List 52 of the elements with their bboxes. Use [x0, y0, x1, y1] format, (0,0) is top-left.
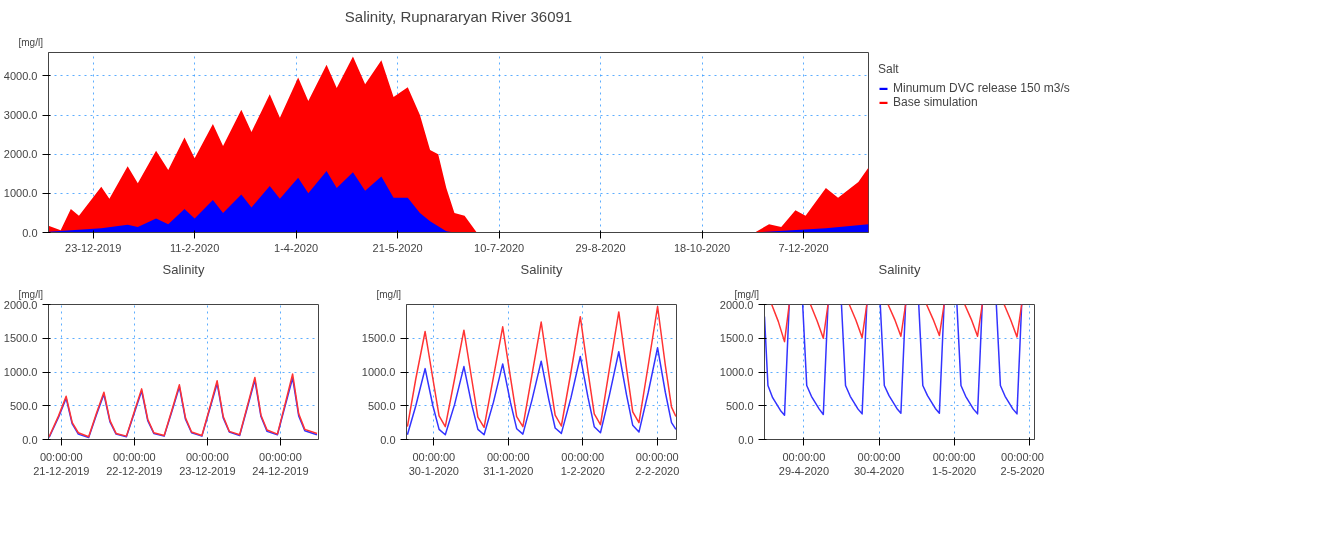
y-tick-label: 0.0 — [22, 226, 38, 239]
y-tick-label: 500.0 — [725, 399, 754, 412]
y-tick-label: 3000.0 — [3, 109, 38, 122]
x-tick-label: 00:00:00 2-2-2020 — [635, 450, 680, 477]
x-tick-label: 11-2-2020 — [169, 241, 220, 254]
y-tick-label: 500.0 — [367, 399, 396, 412]
x-tick-label: 00:00:00 23-12-2019 — [179, 450, 236, 477]
y-tick-label: 1500.0 — [719, 332, 754, 345]
x-tick-label: 00:00:00 1-2-2020 — [560, 450, 605, 477]
y-tick-label: 1000.0 — [719, 366, 754, 378]
x-tick-label: 00:00:00 24-12-2019 — [252, 450, 309, 477]
y-tick-label: 2000.0 — [719, 298, 754, 311]
x-tick-label: 29-8-2020 — [575, 241, 626, 254]
x-tick-label: 00:00:00 22-12-2019 — [106, 450, 163, 477]
legend-label: Minumum DVC release 150 m3/s — [893, 81, 1070, 95]
line-series — [406, 305, 677, 429]
x-tick-label: 18-10-2020 — [673, 241, 731, 254]
x-tick-label: 1-4-2020 — [274, 241, 319, 254]
y-tick-label: 0.0 — [380, 433, 396, 446]
x-tick-label: 00:00:00 30-1-2020 — [408, 450, 459, 477]
x-tick-label: 23-12-2019 — [65, 241, 122, 254]
y-tick-label: 0.0 — [22, 433, 38, 446]
y-tick-label: 0.0 — [738, 433, 754, 446]
legend-title: Salt — [878, 62, 900, 76]
chart-title: Salinity, Rupnararyan River 36091 — [344, 7, 573, 25]
x-tick-label: 00:00:00 31-1-2020 — [483, 450, 534, 477]
line-series — [406, 346, 677, 436]
x-tick-label: 00:00:00 21-12-2019 — [33, 450, 90, 477]
x-tick-label: 10-7-2020 — [474, 241, 525, 254]
y-tick-label: 1500.0 — [3, 332, 38, 345]
legend-label: Base simulation — [893, 95, 978, 109]
chart-title: Salinity — [520, 261, 563, 277]
x-tick-label: 00:00:00 30-4-2020 — [853, 450, 905, 477]
y-tick-label: 1500.0 — [361, 332, 396, 345]
y-axis-title: [mg/l] — [376, 288, 402, 300]
x-tick-label: 00:00:00 1-5-2020 — [932, 450, 977, 477]
y-axis-title: [mg/l] — [734, 288, 760, 300]
y-tick-label: 1000.0 — [3, 366, 38, 378]
chart-title: Salinity — [162, 261, 205, 277]
y-axis-title: [mg/l] — [18, 288, 44, 300]
y-tick-label: 4000.0 — [3, 69, 38, 82]
x-tick-label: 21-5-2020 — [372, 241, 423, 254]
x-tick-label: 00:00:00 29-4-2020 — [778, 450, 829, 477]
y-tick-label: 1000.0 — [361, 366, 396, 378]
y-tick-label: 500.0 — [9, 399, 38, 412]
x-tick-label: 00:00:00 2-5-2020 — [1000, 450, 1045, 477]
y-tick-label: 2000.0 — [3, 298, 38, 311]
y-tick-label: 1000.0 — [3, 187, 38, 200]
x-tick-label: 7-12-2020 — [778, 241, 829, 254]
y-tick-label: 2000.0 — [3, 148, 38, 161]
chart-title: Salinity — [878, 261, 921, 277]
y-axis-title: [mg/l] — [18, 36, 44, 48]
